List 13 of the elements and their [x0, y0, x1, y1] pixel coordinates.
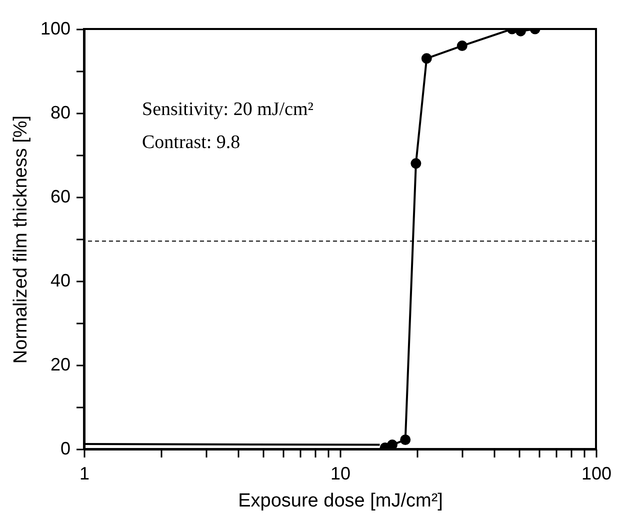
y-tick-label: 20 — [50, 354, 70, 374]
y-axis-title: Normalized film thickness [%] — [10, 115, 32, 364]
annotation: Contrast: 9.8 — [142, 132, 240, 153]
annotation: Sensitivity: 20 mJ/cm² — [142, 99, 314, 120]
x-tick-label: 100 — [581, 464, 612, 484]
y-tick-label: 0 — [60, 438, 70, 458]
y-tick-label: 60 — [50, 186, 70, 206]
y-tick-label: 100 — [40, 18, 70, 38]
x-tick-label: 1 — [79, 464, 90, 484]
x-tick-label: 10 — [330, 464, 351, 484]
x-axis-title: Exposure dose [mJ/cm²] — [238, 490, 443, 512]
y-tick-label: 40 — [50, 270, 70, 290]
y-tick-label: 80 — [50, 102, 70, 122]
